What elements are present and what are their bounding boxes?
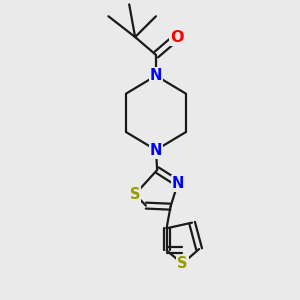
- Text: N: N: [150, 142, 162, 158]
- Text: S: S: [177, 256, 188, 271]
- Text: O: O: [170, 30, 184, 45]
- Text: N: N: [150, 68, 162, 83]
- Text: S: S: [130, 187, 140, 202]
- Text: N: N: [172, 176, 184, 191]
